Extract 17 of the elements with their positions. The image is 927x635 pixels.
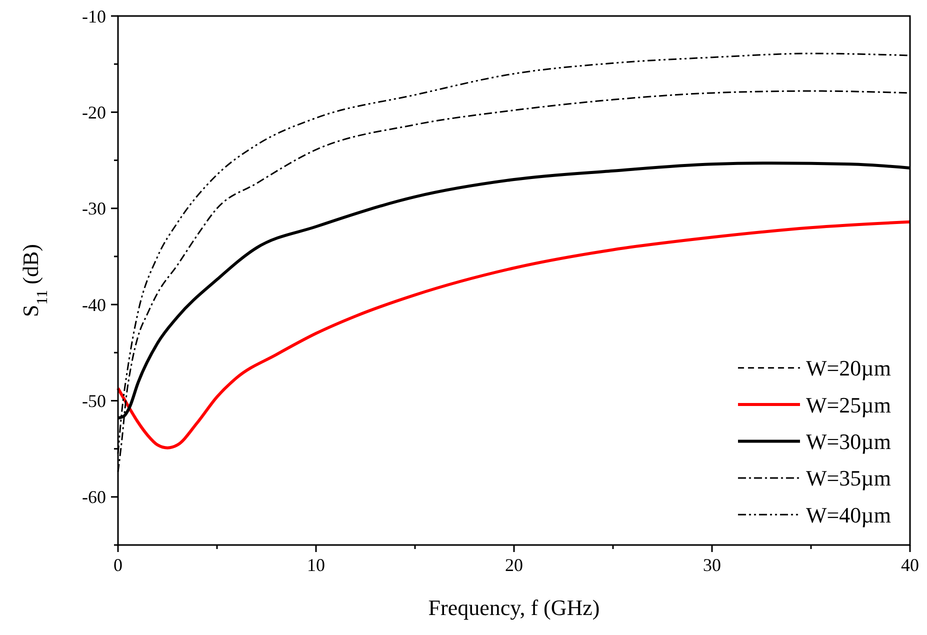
legend-label: W=40µm xyxy=(806,502,891,528)
x-axis-title: Frequency, f (GHz) xyxy=(428,595,600,620)
y-tick-label: -30 xyxy=(82,198,106,219)
y-tick-label: -50 xyxy=(82,391,106,412)
legend-label: W=20µm xyxy=(806,356,891,381)
x-tick-label: 40 xyxy=(901,555,919,575)
y-tick-label: -40 xyxy=(82,294,106,315)
y-tick-label: -60 xyxy=(82,487,106,508)
x-tick-label: 10 xyxy=(307,555,325,575)
y-tick-label: -20 xyxy=(82,102,106,122)
x-tick-label: 0 xyxy=(114,555,122,575)
x-tick-label: 30 xyxy=(703,555,721,575)
y-tick-label: -10 xyxy=(82,6,106,26)
legend-label: W=30µm xyxy=(806,428,891,454)
legend-label: W=35µm xyxy=(806,466,891,491)
x-tick-label: 20 xyxy=(505,555,523,575)
legend-label: W=25µm xyxy=(806,392,891,418)
